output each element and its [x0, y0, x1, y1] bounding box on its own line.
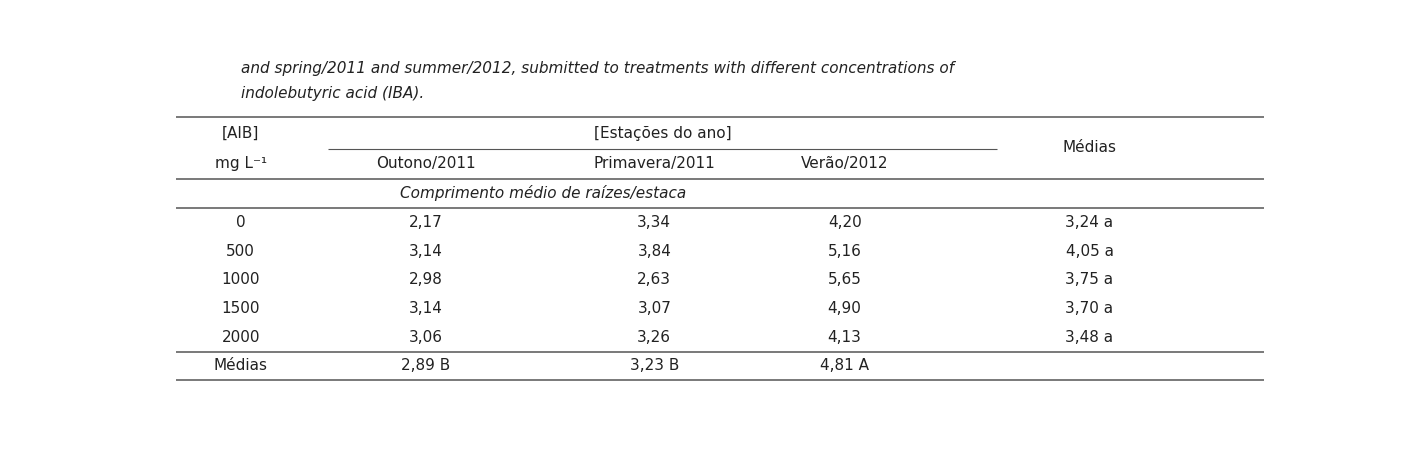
Text: 3,84: 3,84 — [637, 244, 671, 259]
Text: 3,75 a: 3,75 a — [1066, 272, 1113, 287]
Text: Médias: Médias — [1063, 140, 1116, 155]
Text: 1000: 1000 — [222, 272, 260, 287]
Text: 3,14: 3,14 — [409, 244, 442, 259]
Text: [AIB]: [AIB] — [222, 126, 260, 141]
Text: Outono/2011: Outono/2011 — [376, 156, 476, 171]
Text: mg L⁻¹: mg L⁻¹ — [215, 156, 267, 171]
Text: 3,24 a: 3,24 a — [1066, 215, 1113, 230]
Text: Comprimento médio de raízes/estaca: Comprimento médio de raízes/estaca — [400, 185, 687, 202]
Text: 4,20: 4,20 — [828, 215, 862, 230]
Text: [Estações do ano]: [Estações do ano] — [594, 126, 731, 141]
Text: Primavera/2011: Primavera/2011 — [594, 156, 715, 171]
Text: 2,98: 2,98 — [409, 272, 442, 287]
Text: and spring/2011 and summer/2012, submitted to treatments with different concentr: and spring/2011 and summer/2012, submitt… — [241, 61, 953, 76]
Text: 3,48 a: 3,48 a — [1066, 330, 1113, 345]
Text: Médias: Médias — [213, 359, 268, 374]
Text: 4,05 a: 4,05 a — [1066, 244, 1113, 259]
Text: 500: 500 — [226, 244, 256, 259]
Text: 3,70 a: 3,70 a — [1066, 301, 1113, 316]
Text: 3,23 B: 3,23 B — [629, 359, 680, 374]
Text: 2000: 2000 — [222, 330, 260, 345]
Text: 5,16: 5,16 — [828, 244, 862, 259]
Text: 3,07: 3,07 — [637, 301, 671, 316]
Text: 3,14: 3,14 — [409, 301, 442, 316]
Text: 5,65: 5,65 — [828, 272, 862, 287]
Text: 4,13: 4,13 — [828, 330, 862, 345]
Text: 0: 0 — [236, 215, 246, 230]
Text: indolebutyric acid (IBA).: indolebutyric acid (IBA). — [241, 86, 424, 101]
Text: 3,34: 3,34 — [637, 215, 671, 230]
Text: 4,81 A: 4,81 A — [820, 359, 869, 374]
Text: 1500: 1500 — [222, 301, 260, 316]
Text: 4,90: 4,90 — [828, 301, 862, 316]
Text: 3,26: 3,26 — [637, 330, 671, 345]
Text: 2,63: 2,63 — [637, 272, 671, 287]
Text: 2,89 B: 2,89 B — [402, 359, 451, 374]
Text: Verão/2012: Verão/2012 — [800, 156, 889, 171]
Text: 2,17: 2,17 — [409, 215, 442, 230]
Text: 3,06: 3,06 — [409, 330, 442, 345]
